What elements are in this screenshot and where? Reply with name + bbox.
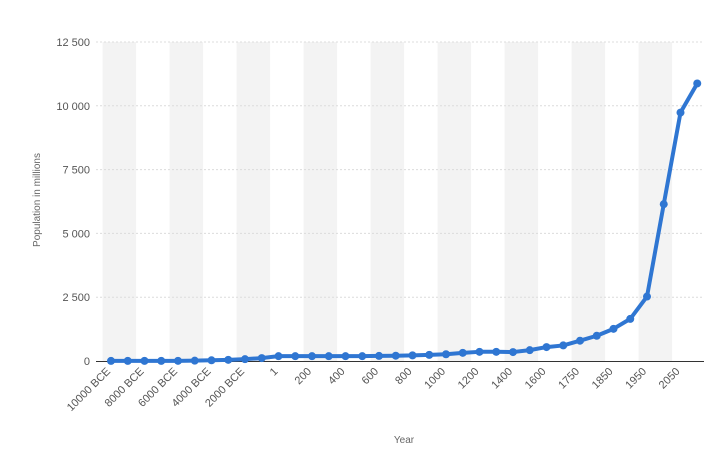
band [303, 42, 338, 361]
x-tick-label: 2050 [657, 366, 683, 392]
data-point[interactable] [676, 108, 685, 117]
band [102, 42, 137, 361]
data-point[interactable] [224, 355, 233, 364]
data-point[interactable] [291, 352, 300, 361]
data-point[interactable] [257, 354, 266, 363]
data-point[interactable] [341, 352, 350, 361]
data-point[interactable] [492, 347, 501, 356]
y-tick-label: 10 000 [56, 101, 90, 113]
data-point[interactable] [576, 336, 584, 345]
data-point[interactable] [324, 352, 333, 361]
data-point[interactable] [559, 341, 568, 350]
data-point[interactable] [140, 356, 149, 365]
y-tick-label: 0 [84, 356, 90, 368]
band [169, 42, 204, 361]
x-tick-label: 600 [360, 366, 381, 387]
data-point[interactable] [107, 356, 115, 365]
x-tick-label: 200 [293, 366, 314, 387]
band [437, 42, 472, 361]
x-tick-label: 1400 [489, 366, 515, 392]
x-tick-label: 1850 [590, 366, 616, 392]
band [638, 42, 673, 361]
data-point[interactable] [693, 79, 702, 88]
x-tick-label: 1600 [523, 366, 549, 392]
x-tick-label: 1000 [422, 366, 448, 392]
data-point[interactable] [475, 347, 484, 356]
data-point[interactable] [391, 351, 400, 360]
y-axis-ticks: 0 2 500 5 000 7 500 10 000 12 500 [56, 37, 90, 368]
x-tick-label: 400 [326, 366, 347, 387]
data-point[interactable] [241, 355, 249, 364]
data-point[interactable] [123, 356, 132, 365]
data-points [107, 79, 702, 365]
data-point[interactable] [659, 200, 668, 209]
x-tick-label: 1950 [623, 366, 649, 392]
data-point[interactable] [308, 352, 316, 361]
data-point[interactable] [609, 324, 618, 333]
x-tick-label: 1 [268, 366, 281, 379]
y-tick-label: 5 000 [62, 228, 90, 240]
data-point[interactable] [643, 292, 651, 301]
data-point[interactable] [425, 350, 434, 359]
x-tick-label: 1750 [556, 366, 582, 392]
band [370, 42, 405, 361]
x-axis-title: Year [394, 435, 415, 446]
data-point[interactable] [525, 346, 534, 355]
data-point[interactable] [274, 352, 283, 361]
data-point[interactable] [542, 343, 551, 352]
y-tick-label: 7 500 [62, 165, 90, 177]
data-point[interactable] [626, 314, 635, 323]
gridlines [96, 41, 704, 298]
data-point[interactable] [190, 356, 199, 365]
y-axis-title: Population in millions [32, 153, 43, 247]
data-point[interactable] [509, 348, 517, 357]
data-point[interactable] [207, 356, 216, 365]
data-point[interactable] [375, 351, 383, 360]
data-point[interactable] [408, 351, 417, 360]
data-point[interactable] [458, 348, 467, 357]
alternating-bands [102, 42, 673, 361]
data-point[interactable] [592, 331, 601, 340]
x-tick-label: 10000 BCE [65, 366, 113, 414]
data-point[interactable] [174, 356, 182, 365]
data-point[interactable] [358, 352, 367, 361]
y-tick-label: 2 500 [62, 292, 90, 304]
x-tick-label: 1200 [456, 366, 482, 392]
band [236, 42, 271, 361]
y-tick-label: 12 500 [56, 37, 90, 49]
x-tick-label: 800 [393, 366, 414, 387]
band [571, 42, 606, 361]
data-point[interactable] [157, 356, 166, 365]
band [504, 42, 539, 361]
data-point[interactable] [442, 350, 450, 359]
